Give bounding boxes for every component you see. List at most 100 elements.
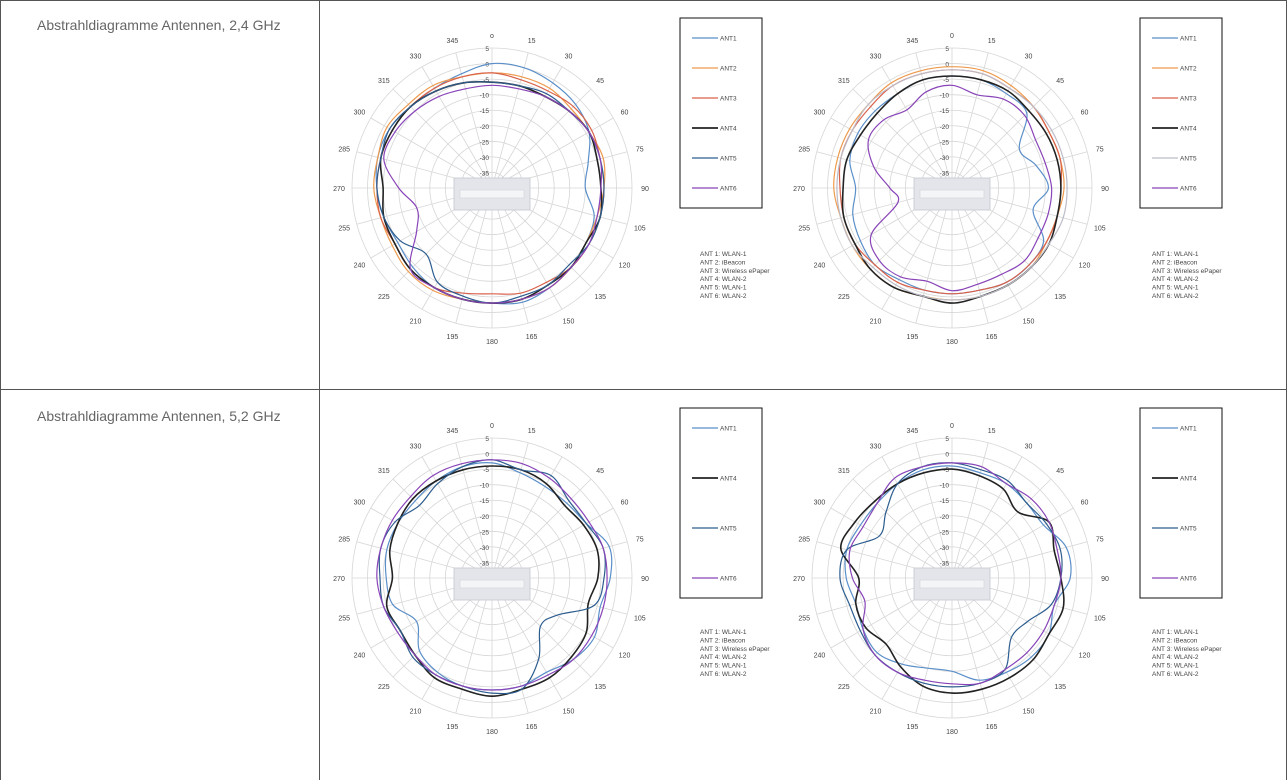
angle-tick-label: 30 (1025, 443, 1033, 450)
radial-tick-label: 5 (485, 46, 489, 53)
polar-spoke (951, 117, 1074, 189)
angle-tick-label: 15 (528, 428, 536, 435)
polar-spoke (915, 52, 953, 189)
series-line-ant-5 (378, 459, 606, 695)
angle-tick-label: 210 (870, 319, 882, 326)
angle-tick-label: 120 (619, 263, 631, 270)
series-line-ant-6 (867, 84, 1053, 292)
radial-tick-label: -20 (940, 514, 950, 521)
series-line-ant-6 (383, 84, 603, 304)
angle-tick-label: 150 (1023, 319, 1035, 326)
angle-tick-label: 345 (447, 428, 459, 435)
polar-spoke (951, 187, 989, 324)
polar-spoke (491, 442, 529, 579)
polar-spoke (491, 187, 529, 324)
angle-tick-label: 300 (354, 110, 366, 117)
angle-tick-label: 255 (338, 616, 350, 623)
angle-tick-label: 90 (641, 576, 649, 583)
legend-entry: ANT6 (1180, 576, 1197, 583)
polar-spoke (830, 507, 953, 579)
angle-tick-label: 60 (1081, 110, 1089, 117)
antenna-note: ANT 2: iBeacon (700, 259, 746, 266)
angle-tick-label: 90 (641, 186, 649, 193)
radial-tick-label: -5 (943, 467, 949, 474)
angle-tick-label: 60 (621, 500, 629, 507)
radial-tick-label: -35 (940, 170, 950, 177)
legend-box (1139, 407, 1223, 599)
polar-spoke (421, 456, 493, 579)
legend-entry: ANT6 (720, 186, 737, 193)
polar-spoke (951, 478, 1052, 579)
polar-spoke (455, 52, 493, 189)
antenna-note: ANT 1: WLAN-1 (700, 251, 747, 258)
polar-spoke (491, 507, 614, 579)
angle-tick-label: 240 (814, 653, 826, 660)
angle-tick-label: 45 (1056, 468, 1064, 475)
radial-tick-label: 5 (485, 436, 489, 443)
angle-tick-label: 255 (338, 226, 350, 233)
angle-tick-label: 345 (907, 38, 919, 45)
antenna-note: ANT 5: WLAN-1 (1152, 285, 1199, 292)
angle-tick-label: 180 (486, 729, 498, 736)
polar-chart-5-2ghz-left: 0 15 30 45 60 75 90 105 120 135 150 165 180 195 210 225… (330, 400, 800, 770)
radial-tick-label: 0 (945, 62, 949, 69)
angle-tick-label: 195 (447, 334, 459, 341)
angle-tick-label: 15 (528, 38, 536, 45)
antenna-note: ANT 1: WLAN-1 (700, 629, 747, 636)
antenna-note: ANT 4: WLAN-2 (1152, 654, 1199, 661)
antenna-note: ANT 5: WLAN-1 (1152, 663, 1199, 670)
polar-spoke (491, 478, 592, 579)
polar-spoke (491, 456, 563, 579)
angle-tick-label: 120 (619, 653, 631, 660)
angle-tick-label: 210 (870, 709, 882, 716)
radial-tick-label: -30 (940, 155, 950, 162)
angle-tick-label: 75 (1096, 536, 1104, 543)
legend-entry: ANT3 (720, 96, 737, 103)
angle-tick-label: 0 (950, 423, 954, 430)
device-front-panel (459, 189, 525, 199)
angle-tick-label: 30 (1025, 53, 1033, 60)
radial-tick-label: 0 (485, 62, 489, 69)
angle-tick-label: 165 (526, 724, 538, 731)
radial-tick-label: -20 (940, 124, 950, 131)
polar-plot-svg: 0 15 30 45 60 75 90 105 120 135 150 165 180 195 210 225… (333, 407, 770, 736)
legend-entry: ANT5 (720, 156, 737, 163)
legend-box (1139, 17, 1223, 209)
polar-chart-5-2ghz-right: 0 15 30 45 60 75 90 105 120 135 150 165 180 195 210 225… (790, 400, 1260, 770)
radial-tick-label: -5 (943, 77, 949, 84)
angle-tick-label: 60 (621, 110, 629, 117)
polar-spoke (881, 66, 953, 189)
angle-tick-label: 225 (838, 684, 850, 691)
antenna-note: ANT 3: Wireless ePaper (700, 646, 770, 653)
angle-tick-label: 255 (798, 226, 810, 233)
angle-tick-label: 135 (1054, 684, 1066, 691)
angle-tick-label: 330 (870, 443, 882, 450)
device-front-panel (919, 189, 985, 199)
polar-spoke (370, 117, 493, 189)
series-line-ant-6 (376, 459, 608, 691)
antenna-note: ANT 2: iBeacon (1152, 637, 1198, 644)
angle-tick-label: 300 (814, 110, 826, 117)
legend-entry: ANT3 (1180, 96, 1197, 103)
angle-tick-label: 135 (1054, 294, 1066, 301)
angle-tick-label: 0 (950, 33, 954, 40)
antenna-note: ANT 6: WLAN-2 (700, 293, 747, 300)
angle-tick-label: 195 (907, 724, 919, 731)
angle-tick-label: 60 (1081, 500, 1089, 507)
table-border-top (0, 0, 1287, 1)
angle-tick-label: 30 (565, 53, 573, 60)
polar-spoke (455, 577, 493, 714)
polar-spoke (951, 507, 1074, 579)
polar-spoke (951, 442, 989, 579)
radial-tick-label: -15 (480, 108, 490, 115)
angle-tick-label: 195 (447, 724, 459, 731)
radial-tick-label: -25 (480, 139, 490, 146)
legend-entry: ANT1 (1180, 426, 1197, 433)
antenna-note: ANT 6: WLAN-2 (1152, 671, 1199, 678)
polar-spoke (852, 478, 953, 579)
table-border-left (0, 0, 1, 780)
angle-tick-label: 165 (986, 334, 998, 341)
angle-tick-label: 120 (1079, 263, 1091, 270)
radial-tick-label: 5 (945, 46, 949, 53)
